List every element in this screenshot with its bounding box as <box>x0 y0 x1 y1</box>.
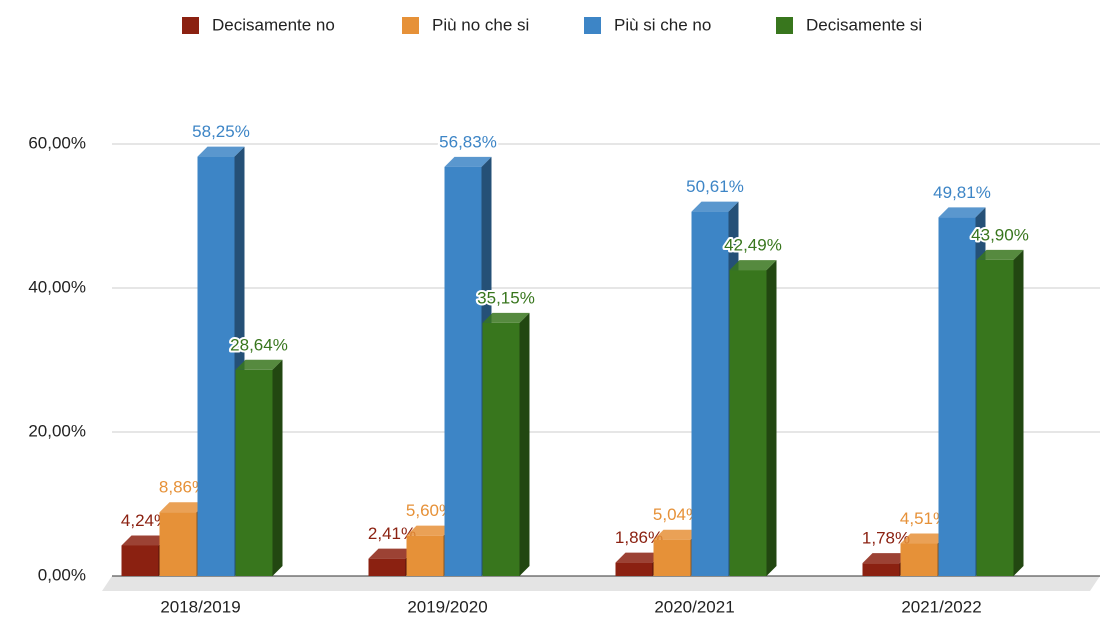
bar-front <box>900 543 938 576</box>
y-tick-label: 20,00% <box>28 421 86 440</box>
x-tick-label: 2018/2019 <box>160 597 240 616</box>
bar-top <box>235 359 283 370</box>
bar-top <box>653 529 701 540</box>
y-tick-label: 60,00% <box>28 133 86 152</box>
legend-label: Più si che no <box>614 15 711 34</box>
bar-front <box>406 535 444 576</box>
bar-top <box>444 156 492 167</box>
bar-front <box>121 545 159 576</box>
value-label: 5,04% <box>653 505 701 524</box>
bar-top <box>159 502 207 513</box>
bar <box>976 249 1024 577</box>
value-label: 28,64% <box>230 335 288 354</box>
value-label: 58,25% <box>192 122 250 141</box>
bar-front <box>976 259 1014 576</box>
value-label: 56,83% <box>439 132 497 151</box>
bar-top <box>482 312 530 323</box>
x-tick-label: 2021/2022 <box>901 597 981 616</box>
x-tick-label: 2020/2021 <box>654 597 734 616</box>
bar <box>482 312 530 576</box>
value-label: 50,61% <box>686 177 744 196</box>
value-label: 35,15% <box>477 288 535 307</box>
x-tick-label: 2019/2020 <box>407 597 487 616</box>
bar-front <box>691 211 729 576</box>
bar-side <box>519 312 530 576</box>
legend-label: Più no che si <box>432 15 529 34</box>
bar-front <box>653 539 691 576</box>
bar-top <box>976 249 1024 260</box>
bar-front <box>482 322 520 576</box>
bar-top <box>729 260 777 271</box>
value-label: 42,49% <box>724 236 782 255</box>
legend-label: Decisamente no <box>212 15 335 34</box>
bar-top <box>368 548 416 559</box>
bar-front <box>938 217 976 577</box>
legend-label: Decisamente si <box>806 15 922 34</box>
value-label: 4,24% <box>121 511 169 530</box>
value-label: 4,51% <box>900 509 948 528</box>
value-label: 8,86% <box>159 478 207 497</box>
bar-front <box>729 270 767 576</box>
bar-front <box>368 558 406 576</box>
value-label: 1,86% <box>615 528 663 547</box>
bar-top <box>406 525 454 536</box>
value-label: 5,60% <box>406 501 454 520</box>
value-label: 1,78% <box>862 529 910 548</box>
bar-top <box>121 535 169 546</box>
bar-front <box>615 562 653 576</box>
bar-top <box>938 207 986 218</box>
bar-top <box>615 552 663 563</box>
bar <box>729 260 777 576</box>
bar <box>444 156 492 576</box>
legend-swatch <box>776 17 793 34</box>
bar-front <box>235 369 273 576</box>
legend-swatch <box>402 17 419 34</box>
value-label: 49,81% <box>933 183 991 202</box>
bar-front <box>862 563 900 576</box>
legend-swatch <box>584 17 601 34</box>
bar-top <box>691 201 739 212</box>
bar-front <box>197 156 235 576</box>
floor <box>102 576 1100 591</box>
bar-front <box>444 166 482 576</box>
value-label: 2,41% <box>368 524 416 543</box>
bar-top <box>900 533 948 544</box>
value-label: 43,90% <box>971 225 1029 244</box>
bar-side <box>272 359 283 576</box>
bar-side <box>1013 249 1024 577</box>
bar-top <box>862 553 910 564</box>
legend-swatch <box>182 17 199 34</box>
bar-top <box>197 146 245 157</box>
bar-side <box>766 260 777 576</box>
bar-front <box>159 512 197 576</box>
y-tick-label: 40,00% <box>28 277 86 296</box>
y-tick-label: 0,00% <box>38 565 86 584</box>
bar <box>235 359 283 576</box>
